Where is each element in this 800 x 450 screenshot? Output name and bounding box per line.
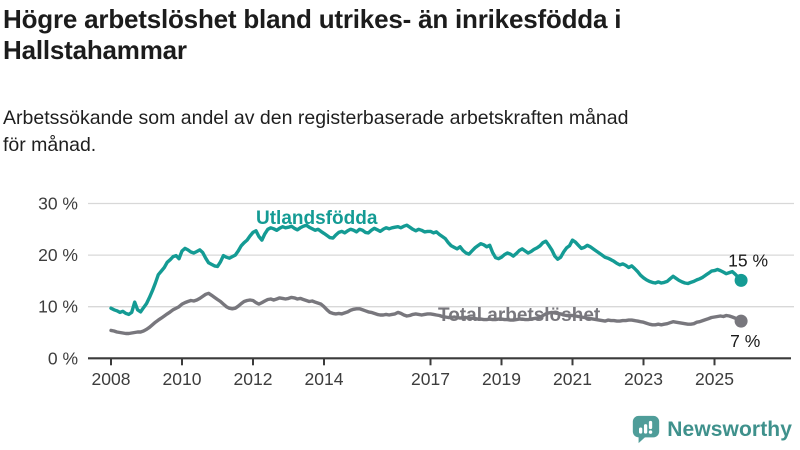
y-axis-label-20: 20 %: [38, 245, 78, 265]
x-axis-label-2023: 2023: [624, 369, 663, 389]
title-line-1: Högre arbetslöshet bland utrikes- än inr…: [3, 4, 622, 34]
newsworthy-wordmark: Newsworthy: [667, 417, 792, 441]
x-axis-label-2019: 2019: [482, 369, 521, 389]
newsworthy-icon: [633, 415, 660, 444]
y-axis-label-10: 10 %: [38, 297, 78, 317]
x-axis-label-2008: 2008: [92, 369, 131, 389]
series-label-utlandsfodda: Utlandsfödda: [256, 208, 378, 229]
subtitle-line-2: för månad.: [3, 134, 97, 156]
x-axis-label-2021: 2021: [553, 369, 592, 389]
x-axis-label-2014: 2014: [305, 369, 344, 389]
series-line-total: [109, 291, 743, 336]
end-value-label-utlandsfodda: 15 %: [728, 250, 768, 270]
title-line-2: Hallstahammar: [3, 35, 187, 65]
series-end-dot-total: [734, 314, 748, 328]
newsworthy-logo: Newsworthy: [632, 415, 792, 444]
chart-subtitle: Arbetssökande som andel av den registerb…: [3, 105, 797, 159]
series-end-dot-utlandsfodda: [734, 273, 748, 287]
series-line-utlandsfodda: [109, 223, 743, 317]
y-axis-label-0: 0 %: [48, 348, 78, 368]
x-axis-label-2025: 2025: [695, 369, 734, 389]
page-title: Högre arbetslöshet bland utrikes- än inr…: [3, 4, 797, 66]
series-label-total: Total arbetslöshet: [438, 305, 601, 326]
y-axis-label-30: 30 %: [38, 194, 78, 214]
subtitle-line-1: Arbetssökande som andel av den registerb…: [3, 107, 629, 129]
x-axis-label-2012: 2012: [234, 369, 273, 389]
end-value-label-total: 7 %: [730, 331, 760, 351]
x-axis-label-2010: 2010: [163, 369, 202, 389]
x-axis-label-2017: 2017: [411, 369, 450, 389]
